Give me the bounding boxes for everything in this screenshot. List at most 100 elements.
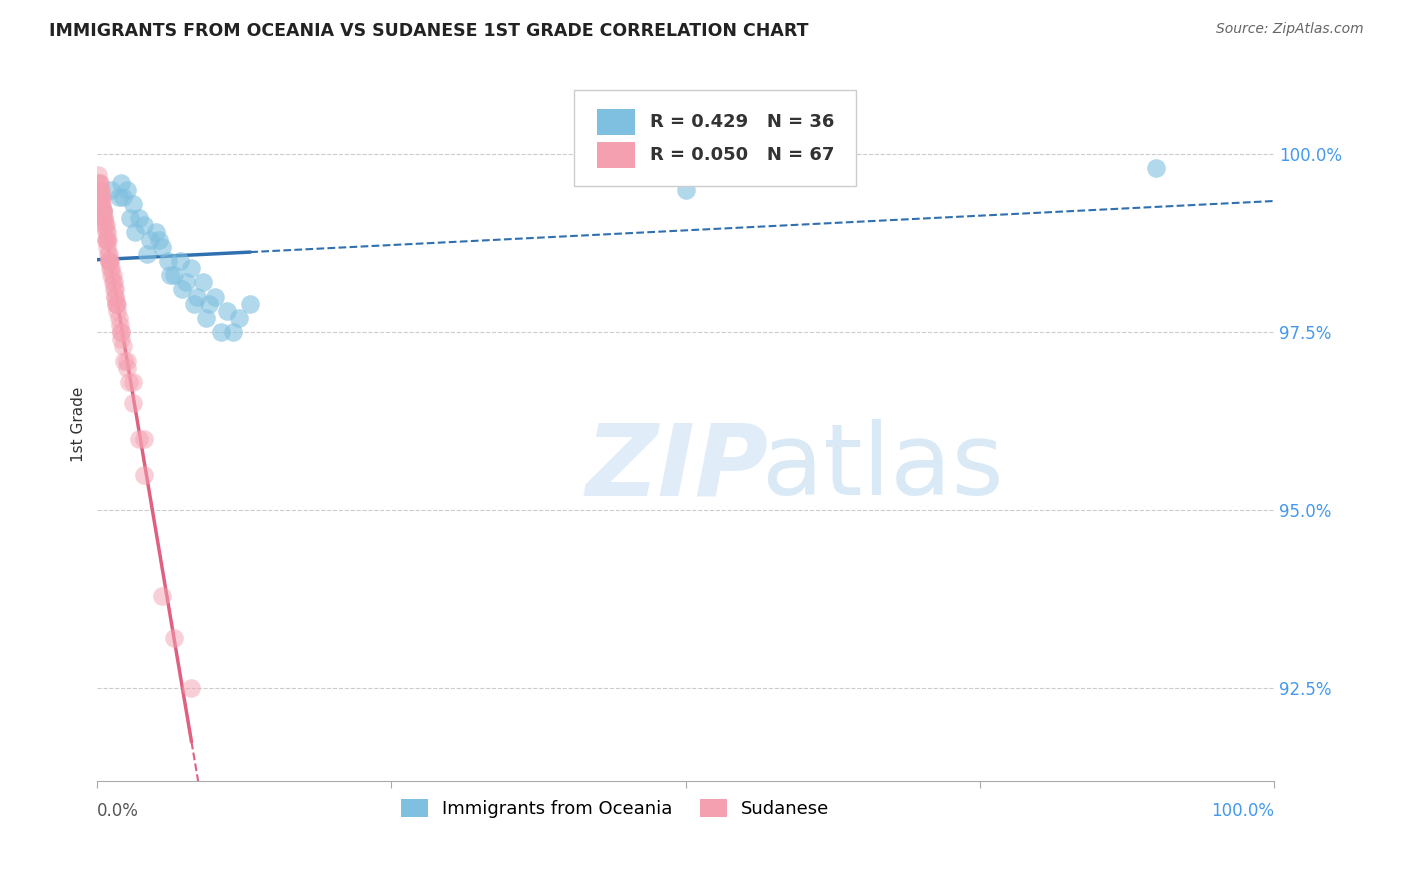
Point	[101, 268, 124, 282]
Point	[105, 296, 128, 310]
Point	[91, 190, 114, 204]
Point	[89, 176, 111, 190]
Point	[169, 253, 191, 268]
Point	[194, 310, 217, 325]
Point	[1144, 161, 1167, 176]
Point	[91, 211, 114, 226]
Point	[128, 432, 150, 446]
Point	[91, 204, 114, 219]
Point	[186, 289, 208, 303]
Point	[204, 289, 226, 303]
Point	[193, 275, 215, 289]
Text: 100.0%: 100.0%	[1211, 803, 1274, 821]
Point	[121, 396, 143, 410]
Point	[97, 253, 120, 268]
Point	[90, 197, 112, 211]
Point	[105, 303, 128, 318]
Point	[170, 282, 193, 296]
Point	[104, 289, 127, 303]
Point	[115, 353, 138, 368]
Point	[209, 325, 232, 339]
Point	[96, 233, 118, 247]
Text: ZIP: ZIP	[586, 419, 769, 516]
Point	[120, 211, 142, 226]
Point	[91, 197, 114, 211]
Point	[90, 183, 112, 197]
Point	[96, 233, 118, 247]
Point	[174, 275, 197, 289]
Text: 0.0%: 0.0%	[97, 803, 139, 821]
Point	[96, 240, 118, 254]
Point	[145, 226, 167, 240]
Point	[100, 268, 122, 282]
Point	[112, 353, 135, 368]
Point	[198, 296, 221, 310]
Point	[87, 169, 110, 183]
Point	[105, 296, 128, 310]
Point	[121, 375, 143, 389]
Point	[96, 226, 118, 240]
Point	[90, 190, 112, 204]
Point	[98, 260, 121, 275]
Point	[124, 226, 146, 240]
Point	[103, 275, 125, 289]
Point	[675, 183, 697, 197]
Point	[98, 253, 121, 268]
Point	[215, 303, 238, 318]
Text: R = 0.050   N = 67: R = 0.050 N = 67	[651, 145, 835, 164]
Point	[104, 282, 127, 296]
Point	[100, 260, 122, 275]
Point	[183, 296, 205, 310]
Point	[94, 219, 117, 233]
Point	[97, 233, 120, 247]
Point	[163, 632, 186, 646]
FancyBboxPatch shape	[598, 142, 636, 168]
FancyBboxPatch shape	[598, 109, 636, 135]
Point	[98, 253, 121, 268]
Point	[134, 432, 156, 446]
Point	[103, 282, 125, 296]
Text: IMMIGRANTS FROM OCEANIA VS SUDANESE 1ST GRADE CORRELATION CHART: IMMIGRANTS FROM OCEANIA VS SUDANESE 1ST …	[49, 22, 808, 40]
Point	[148, 233, 170, 247]
Point	[139, 233, 162, 247]
Point	[94, 226, 117, 240]
Point	[110, 332, 132, 346]
Point	[128, 211, 150, 226]
Point	[156, 253, 179, 268]
Point	[110, 176, 132, 190]
Point	[97, 246, 120, 260]
Point	[89, 183, 111, 197]
Point	[180, 260, 202, 275]
Point	[112, 339, 135, 353]
Point	[107, 190, 129, 204]
Point	[104, 289, 127, 303]
Point	[101, 275, 124, 289]
Point	[135, 246, 157, 260]
Point	[91, 204, 114, 219]
Point	[110, 325, 132, 339]
Point	[93, 211, 115, 226]
Point	[100, 183, 122, 197]
Text: atlas: atlas	[762, 419, 1004, 516]
Point	[94, 233, 117, 247]
Point	[87, 183, 110, 197]
Point	[89, 190, 111, 204]
Point	[134, 219, 156, 233]
Point	[180, 681, 202, 696]
Point	[150, 589, 173, 603]
Point	[221, 325, 243, 339]
Point	[87, 176, 110, 190]
Point	[228, 310, 250, 325]
Point	[115, 183, 138, 197]
Point	[112, 190, 135, 204]
Point	[110, 325, 132, 339]
Point	[94, 219, 117, 233]
Point	[121, 197, 143, 211]
Point	[93, 219, 115, 233]
Point	[239, 296, 262, 310]
Point	[107, 310, 129, 325]
Point	[115, 360, 138, 375]
Point	[90, 197, 112, 211]
Text: Source: ZipAtlas.com: Source: ZipAtlas.com	[1216, 22, 1364, 37]
FancyBboxPatch shape	[574, 90, 856, 186]
